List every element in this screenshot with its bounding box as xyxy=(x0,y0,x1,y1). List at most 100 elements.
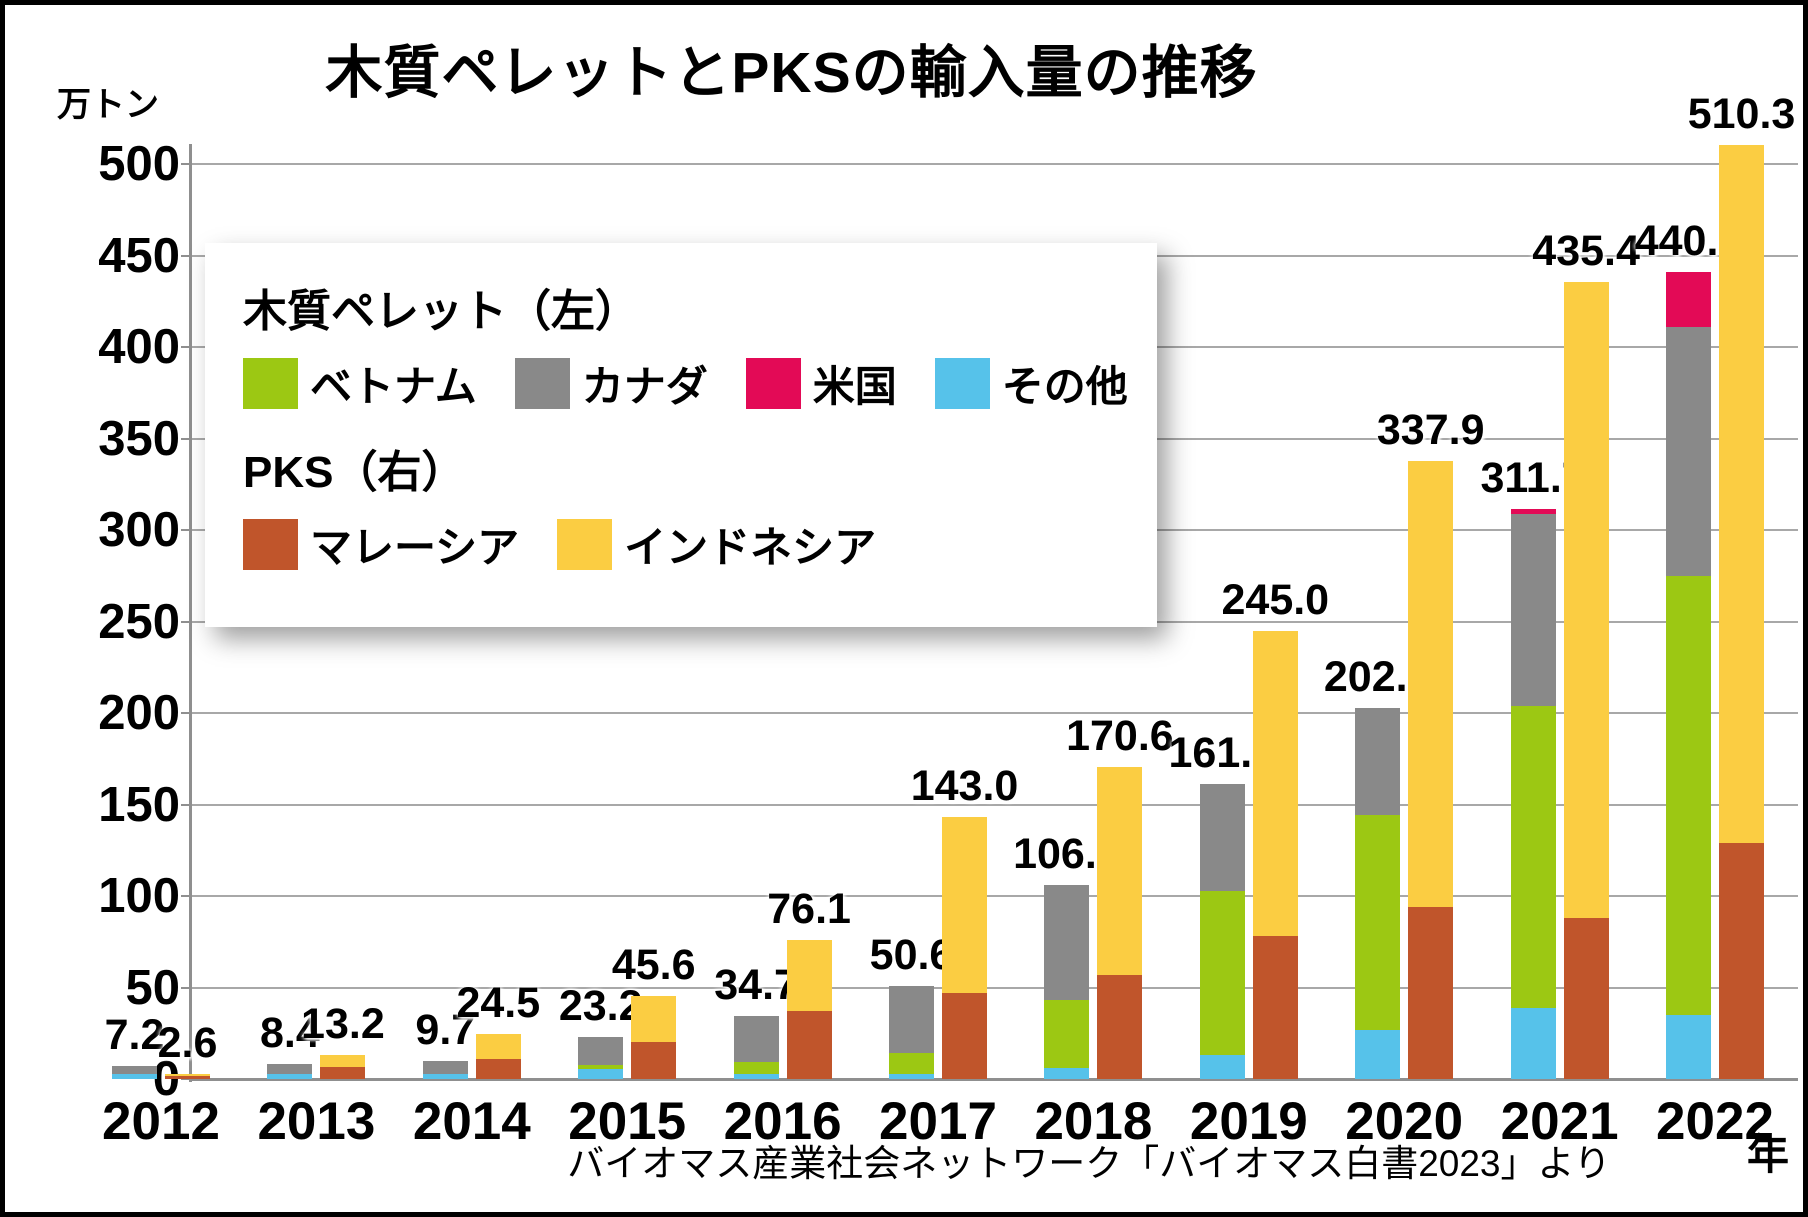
pellet-segment-others-2015 xyxy=(578,1068,624,1079)
x-tick-label-2018: 2018 xyxy=(1034,1092,1153,1151)
x-axis-unit-label: 年 xyxy=(1747,1131,1790,1178)
pks-segment-indonesia-2018 xyxy=(1097,766,1143,975)
pellet-bar-2014 xyxy=(422,1061,468,1079)
pks-total-label-2018: 170.6 xyxy=(1066,711,1174,760)
pellet-segment-others-2013 xyxy=(267,1074,313,1079)
page-title: 木質ペレットとPKSの輸入量の推移 xyxy=(325,41,1258,105)
pks-bar-2015 xyxy=(631,995,677,1079)
pellet-segment-vietnam-2015 xyxy=(578,1064,624,1069)
pks-segment-malaysia-2022 xyxy=(1719,842,1764,1079)
x-tick-label-2014: 2014 xyxy=(412,1092,531,1151)
x-tick-label-2017: 2017 xyxy=(879,1092,997,1151)
legend-swatch-usa-icon xyxy=(745,358,801,409)
pellet-segment-canada-2019 xyxy=(1199,784,1245,892)
pks-segment-malaysia-2018 xyxy=(1097,974,1143,1079)
y-tick-label-100: 100 xyxy=(98,869,180,923)
pellet-segment-usa-2022 xyxy=(1666,272,1711,327)
y-axis-line xyxy=(189,144,192,1082)
pks-total-label-2012: 2.6 xyxy=(157,1019,218,1068)
pks-segment-indonesia-2021 xyxy=(1563,282,1609,918)
pellet-segment-canada-2020 xyxy=(1355,707,1401,816)
y-tick-mark-450 xyxy=(181,254,190,257)
pellet-segment-canada-2017 xyxy=(889,986,934,1053)
pellet-total-label-2014: 9.7 xyxy=(415,1006,476,1055)
y-tick-label-350: 350 xyxy=(98,411,180,466)
pks-segment-malaysia-2013 xyxy=(320,1066,366,1079)
pellet-total-label-2016: 34.7 xyxy=(714,960,798,1009)
pks-bar-2012 xyxy=(165,1074,210,1079)
pellet-segment-canada-2014 xyxy=(422,1061,468,1075)
pellet-bar-2017 xyxy=(889,986,934,1079)
pellet-segment-others-2020 xyxy=(1355,1029,1401,1079)
pellet-segment-vietnam-2019 xyxy=(1199,891,1245,1056)
legend: 木質ペレット（左） ベトナム カナダ 米国 その他 PKS（右） マレーシア インドネシア xyxy=(205,243,1157,627)
y-tick-label-500: 500 xyxy=(98,137,180,191)
pellet-bar-2022 xyxy=(1666,272,1711,1079)
pellet-bar-2018 xyxy=(1044,885,1090,1079)
pellet-segment-vietnam-2021 xyxy=(1510,705,1556,1008)
legend-swatch-others-icon xyxy=(934,358,990,409)
pks-bar-2022 xyxy=(1719,145,1764,1079)
pellet-segment-others-2017 xyxy=(889,1074,934,1079)
gridline-200 xyxy=(190,712,1798,714)
pellet-segment-others-2022 xyxy=(1666,1014,1711,1079)
x-tick-label-2015: 2015 xyxy=(568,1092,687,1151)
gridline-500 xyxy=(190,163,1798,165)
gridline-50 xyxy=(190,986,1798,989)
pellet-segment-vietnam-2022 xyxy=(1666,575,1711,1015)
y-tick-mark-150 xyxy=(181,803,190,806)
pks-segment-indonesia-2016 xyxy=(786,939,832,1012)
pks-total-label-2021: 435.4 xyxy=(1532,227,1640,276)
y-tick-label-50: 50 xyxy=(125,960,180,1015)
pellet-segment-others-2014 xyxy=(422,1074,468,1079)
pellet-segment-vietnam-2017 xyxy=(889,1052,934,1075)
y-tick-label-250: 250 xyxy=(98,594,180,649)
x-tick-label-2020: 2020 xyxy=(1345,1092,1464,1151)
x-tick-label-2021: 2021 xyxy=(1500,1092,1619,1151)
pks-bar-2019 xyxy=(1252,630,1298,1079)
pks-bar-2014 xyxy=(475,1034,521,1079)
pks-segment-malaysia-2014 xyxy=(475,1058,521,1079)
pks-bar-2021 xyxy=(1563,282,1609,1079)
legend-group-title-pks: PKS（右） xyxy=(243,448,466,497)
source-note: バイオマス産業社会ネットワーク「バイオマス白書2023」より xyxy=(567,1143,1611,1184)
legend-item-vietnam: ベトナム xyxy=(243,353,477,414)
x-tick-label-2013: 2013 xyxy=(257,1092,376,1151)
pellet-bar-2015 xyxy=(578,1036,624,1079)
y-tick-mark-250 xyxy=(181,620,190,623)
legend-item-indonesia: インドネシア xyxy=(557,514,876,575)
pks-segment-malaysia-2020 xyxy=(1408,906,1454,1079)
pellet-segment-vietnam-2020 xyxy=(1355,815,1401,1030)
pellet-segment-others-2018 xyxy=(1044,1068,1090,1079)
legend-item-malaysia: マレーシア xyxy=(243,514,519,575)
pks-total-label-2014: 24.5 xyxy=(456,979,541,1028)
pellet-segment-vietnam-2016 xyxy=(733,1062,779,1075)
legend-label-canada: カナダ xyxy=(581,363,708,410)
pks-bar-2013 xyxy=(320,1054,366,1079)
pks-bar-2017 xyxy=(942,817,987,1079)
pellet-segment-canada-2018 xyxy=(1044,885,1090,1001)
pks-segment-malaysia-2017 xyxy=(942,993,987,1079)
pks-segment-indonesia-2017 xyxy=(942,817,987,993)
pks-segment-malaysia-2015 xyxy=(631,1042,677,1079)
y-tick-label-150: 150 xyxy=(98,777,180,832)
x-tick-label-2012: 2012 xyxy=(102,1092,220,1151)
pellet-total-label-2013: 8.4 xyxy=(260,1008,320,1057)
y-tick-mark-400 xyxy=(181,346,190,348)
pellet-segment-canada-2012 xyxy=(112,1065,157,1075)
pellet-total-label-2015: 23.2 xyxy=(558,981,643,1030)
y-tick-mark-100 xyxy=(181,895,190,897)
pks-segment-indonesia-2020 xyxy=(1408,460,1454,907)
pellet-segment-others-2021 xyxy=(1510,1007,1556,1079)
pellet-bar-2021 xyxy=(1510,508,1556,1079)
y-tick-mark-50 xyxy=(181,986,190,989)
pks-total-label-2017: 143.0 xyxy=(910,762,1019,811)
pks-segment-malaysia-2019 xyxy=(1252,936,1298,1079)
legend-label-vietnam: ベトナム xyxy=(310,363,477,410)
pks-total-label-2020: 337.9 xyxy=(1376,405,1485,454)
legend-label-malaysia: マレーシア xyxy=(310,524,520,571)
y-tick-mark-500 xyxy=(181,163,190,165)
pks-segment-indonesia-2022 xyxy=(1719,145,1764,843)
legend-label-usa: 米国 xyxy=(812,363,897,410)
